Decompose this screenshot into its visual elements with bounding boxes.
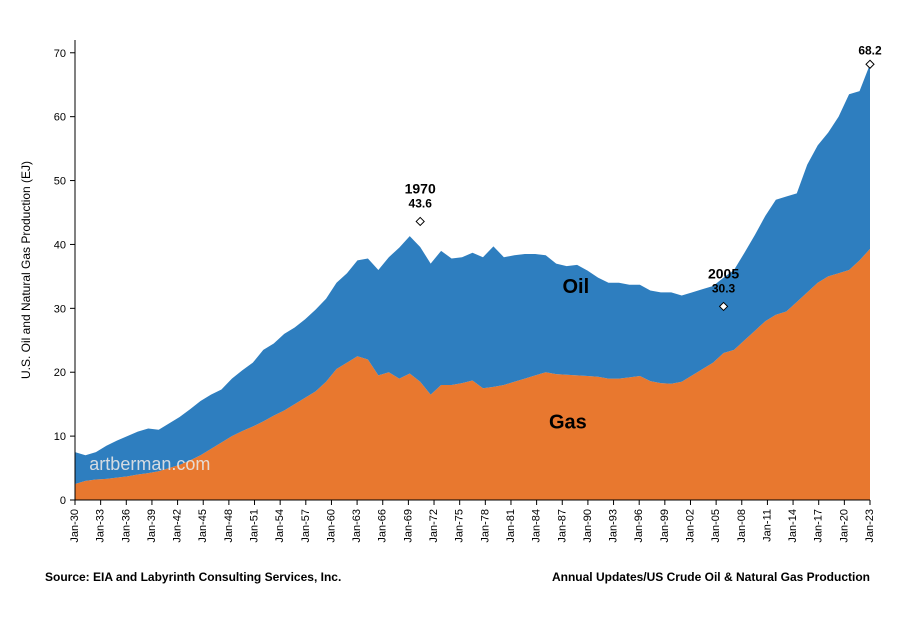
xtick-label: Jan-36 bbox=[120, 509, 132, 543]
xtick-label: Jan-99 bbox=[659, 509, 671, 543]
xtick-label: Jan-75 bbox=[454, 509, 466, 543]
xtick-label: Jan-20 bbox=[838, 509, 850, 543]
xtick-label: Jan-08 bbox=[736, 509, 748, 543]
xtick-label: Jan-78 bbox=[479, 509, 491, 543]
watermark: artberman.com bbox=[89, 454, 210, 474]
chart-frame: artberman.com 0 10 20 30 40 50 60 70 U.S. Oil and… bbox=[0, 0, 899, 620]
xtick-label: Jan-54 bbox=[274, 509, 286, 543]
xtick-label: Jan-96 bbox=[633, 509, 645, 543]
xtick-label: Jan-42 bbox=[172, 509, 184, 543]
xtick-label: Jan-45 bbox=[197, 509, 209, 543]
source-caption: Source: EIA and Labyrinth Consulting Ser… bbox=[45, 570, 341, 584]
xtick-label: Jan-33 bbox=[95, 509, 107, 543]
ytick-label: 60 bbox=[54, 112, 66, 124]
xtick-label: Jan-81 bbox=[505, 509, 517, 543]
xtick-label: Jan-39 bbox=[146, 509, 158, 543]
annotation-value: 30.3 bbox=[712, 281, 736, 295]
stacked-area-chart: artberman.com 0 10 20 30 40 50 60 70 U.S. Oil and… bbox=[0, 0, 899, 620]
series-label-gas: Gas bbox=[549, 412, 587, 434]
xtick-label: Jan-51 bbox=[249, 509, 261, 543]
ytick-label: 10 bbox=[54, 431, 66, 443]
xtick-label: Jan-57 bbox=[300, 509, 312, 543]
xtick-label: Jan-17 bbox=[813, 509, 825, 543]
xtick-label: Jan-23 bbox=[864, 509, 876, 543]
xtick-label: Jan-60 bbox=[325, 509, 337, 543]
xtick-label: Jan-69 bbox=[402, 509, 414, 543]
xtick-label: Jan-05 bbox=[710, 509, 722, 543]
ytick-label: 40 bbox=[54, 239, 66, 251]
xtick-label: Jan-02 bbox=[684, 509, 696, 543]
xtick-label: Jan-93 bbox=[608, 509, 620, 543]
ytick-label: 50 bbox=[54, 176, 66, 188]
series-label-oil: Oil bbox=[563, 276, 590, 298]
subtitle-caption: Annual Updates/US Crude Oil & Natural Ga… bbox=[552, 570, 870, 584]
xtick-label: Jan-48 bbox=[223, 509, 235, 543]
xtick-label: Jan-66 bbox=[377, 509, 389, 543]
ytick-label: 20 bbox=[54, 367, 66, 379]
xtick-label: Jan-84 bbox=[531, 509, 543, 543]
xtick-label: Jan-90 bbox=[582, 509, 594, 543]
y-axis-label: U.S. Oil and Natural Gas Production (EJ) bbox=[19, 161, 33, 379]
xtick-label: Jan-14 bbox=[787, 509, 799, 543]
xtick-label: Jan-63 bbox=[351, 509, 363, 543]
ytick-label: 70 bbox=[54, 48, 66, 60]
annotation-year: 2005 bbox=[708, 265, 739, 281]
annotation-year: 1970 bbox=[405, 180, 436, 196]
ytick-label: 30 bbox=[54, 303, 66, 315]
annotation-value: 43.6 bbox=[409, 196, 433, 210]
annotation-value: 68.2 bbox=[858, 43, 882, 57]
xtick-label: Jan-72 bbox=[428, 509, 440, 543]
xtick-label: Jan-30 bbox=[69, 509, 81, 543]
ytick-label: 0 bbox=[60, 495, 66, 507]
xtick-label: Jan-11 bbox=[761, 509, 773, 542]
xtick-label: Jan-87 bbox=[556, 509, 568, 543]
